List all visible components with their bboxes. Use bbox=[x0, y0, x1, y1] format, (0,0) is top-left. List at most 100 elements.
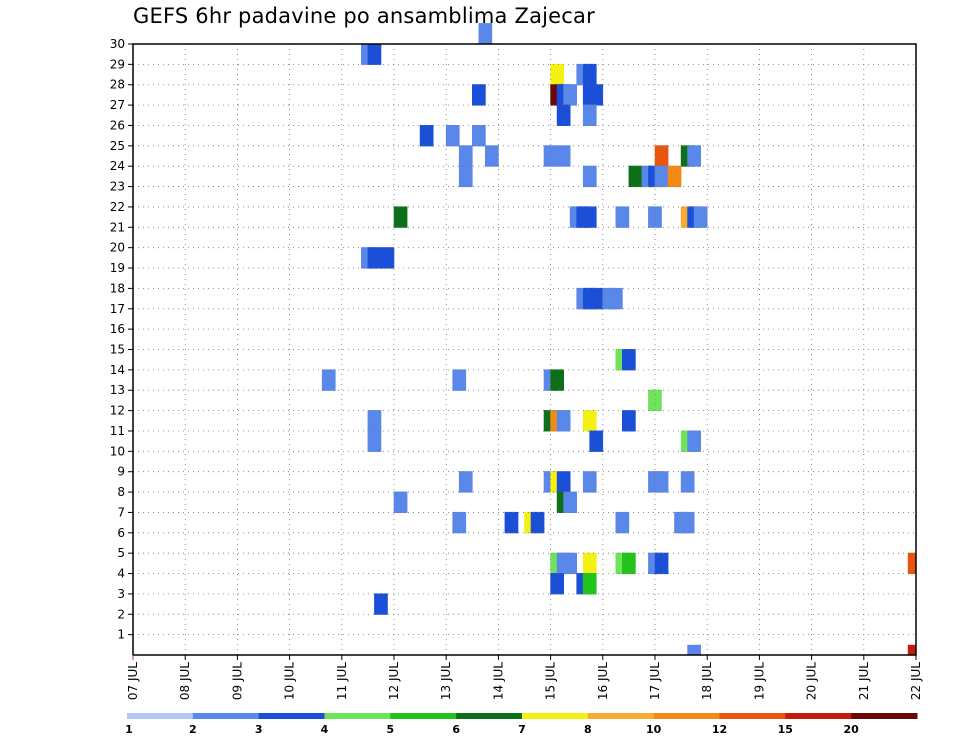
y-tick-label: 23 bbox=[110, 180, 125, 194]
colorbar-label: 20 bbox=[844, 723, 860, 736]
y-tick-label: 5 bbox=[117, 546, 125, 560]
heatmap-cells bbox=[321, 23, 916, 655]
heatmap-cell bbox=[374, 593, 388, 615]
heatmap-cell bbox=[582, 206, 597, 228]
colorbar-segment bbox=[390, 713, 457, 719]
y-axis: 1234567891011121314151617181920212223242… bbox=[110, 37, 133, 642]
y-tick-label: 28 bbox=[110, 78, 125, 92]
y-tick-label: 4 bbox=[117, 567, 125, 581]
heatmap-cell bbox=[615, 206, 630, 228]
x-tick-label: 14 JUL bbox=[491, 662, 505, 700]
heatmap-cell bbox=[530, 511, 545, 534]
heatmap-cell bbox=[472, 84, 486, 106]
heatmap-cell bbox=[563, 84, 577, 106]
heatmap-cell bbox=[582, 552, 597, 575]
heatmap-cell bbox=[419, 125, 434, 147]
heatmap-cell bbox=[380, 247, 395, 269]
heatmap-cell bbox=[907, 644, 916, 655]
heatmap-cell bbox=[550, 573, 564, 595]
colorbar-label: 3 bbox=[255, 723, 263, 736]
heatmap-cell bbox=[648, 389, 662, 412]
colorbar-label: 1 bbox=[125, 723, 133, 736]
y-tick-label: 9 bbox=[117, 465, 125, 479]
x-tick-label: 15 JUL bbox=[544, 662, 558, 700]
heatmap-cell bbox=[563, 491, 577, 513]
colorbar-label: 12 bbox=[712, 723, 727, 736]
colorbar-label: 4 bbox=[321, 723, 329, 736]
colorbar: 1 2 3 4 5 6 7 8 10 12 15 20 bbox=[125, 713, 918, 736]
heatmap-cell bbox=[485, 145, 499, 167]
y-tick-label: 30 bbox=[110, 37, 125, 51]
y-tick-label: 29 bbox=[110, 57, 125, 71]
heatmap-cell bbox=[622, 552, 636, 575]
colorbar-segment bbox=[653, 713, 720, 719]
heatmap-cell bbox=[367, 247, 382, 269]
heatmap-cell bbox=[648, 206, 662, 228]
y-tick-label: 22 bbox=[110, 200, 125, 214]
x-tick-label: 19 JUL bbox=[752, 662, 766, 700]
x-tick-label: 20 JUL bbox=[805, 662, 819, 700]
heatmap-cell bbox=[654, 552, 669, 575]
heatmap-cell bbox=[321, 369, 336, 391]
y-tick-label: 2 bbox=[117, 607, 125, 621]
y-tick-label: 3 bbox=[117, 587, 125, 601]
heatmap-cell bbox=[550, 63, 564, 86]
y-tick-label: 1 bbox=[117, 628, 125, 642]
colorbar-label: 7 bbox=[518, 723, 526, 736]
heatmap-cell bbox=[367, 410, 382, 432]
heatmap-cell bbox=[556, 145, 571, 167]
colorbar-label: 8 bbox=[584, 723, 592, 736]
heatmap-cell bbox=[367, 43, 382, 65]
colorbar-label: 6 bbox=[452, 723, 460, 736]
x-axis: 07 JUL 08 JUL 09 JUL 10 JUL 11 JUL 12 JUL 13 J… bbox=[126, 655, 923, 700]
heatmap-cell bbox=[589, 430, 604, 452]
heatmap-cell bbox=[556, 410, 571, 432]
heatmap-cell bbox=[582, 471, 597, 493]
y-tick-label: 27 bbox=[110, 98, 125, 112]
heatmap-cell bbox=[472, 125, 486, 147]
heatmap-cell bbox=[654, 145, 669, 167]
heatmap-cell bbox=[628, 165, 643, 188]
heatmap-cell bbox=[452, 369, 467, 391]
x-tick-label: 12 JUL bbox=[387, 662, 401, 700]
y-tick-label: 7 bbox=[117, 505, 125, 519]
x-tick-label: 16 JUL bbox=[596, 662, 610, 700]
heatmap-cell bbox=[582, 410, 597, 432]
y-tick-label: 19 bbox=[110, 261, 125, 275]
y-tick-label: 21 bbox=[110, 220, 125, 234]
y-tick-label: 12 bbox=[110, 404, 125, 418]
x-tick-label: 13 JUL bbox=[439, 662, 453, 700]
x-tick-label: 07 JUL bbox=[126, 662, 140, 700]
x-tick-label: 10 JUL bbox=[283, 662, 297, 700]
heatmap-cell bbox=[622, 349, 636, 371]
heatmap-cell bbox=[907, 552, 916, 575]
y-tick-label: 8 bbox=[117, 485, 125, 499]
colorbar-segment bbox=[785, 713, 852, 719]
colorbar-segment bbox=[127, 713, 194, 719]
heatmap-cell bbox=[550, 369, 564, 391]
heatmap-cell bbox=[687, 430, 701, 452]
heatmap-cell bbox=[654, 165, 669, 188]
heatmap-cell bbox=[687, 644, 701, 655]
heatmap-cell bbox=[582, 165, 597, 188]
colorbar-label: 10 bbox=[646, 723, 662, 736]
y-tick-label: 25 bbox=[110, 139, 125, 153]
y-tick-label: 14 bbox=[110, 363, 125, 377]
colorbar-segment bbox=[522, 713, 589, 719]
colorbar-label: 2 bbox=[189, 723, 197, 736]
colorbar-segment bbox=[851, 713, 918, 719]
colorbar-segment bbox=[719, 713, 786, 719]
heatmap-cell bbox=[445, 125, 460, 147]
heatmap-cell bbox=[458, 471, 473, 493]
y-tick-label: 16 bbox=[110, 322, 125, 336]
chart-title: GEFS 6hr padavine po ansamblima Zajecar bbox=[133, 4, 595, 28]
colorbar-segment bbox=[258, 713, 325, 719]
y-tick-label: 20 bbox=[110, 241, 125, 255]
heatmap-cell bbox=[582, 104, 597, 126]
heatmap-cell bbox=[667, 165, 682, 188]
heatmap-cell bbox=[393, 206, 408, 228]
heatmap-cell bbox=[452, 511, 467, 534]
y-tick-label: 18 bbox=[110, 281, 125, 295]
heatmap-cell bbox=[693, 206, 708, 228]
